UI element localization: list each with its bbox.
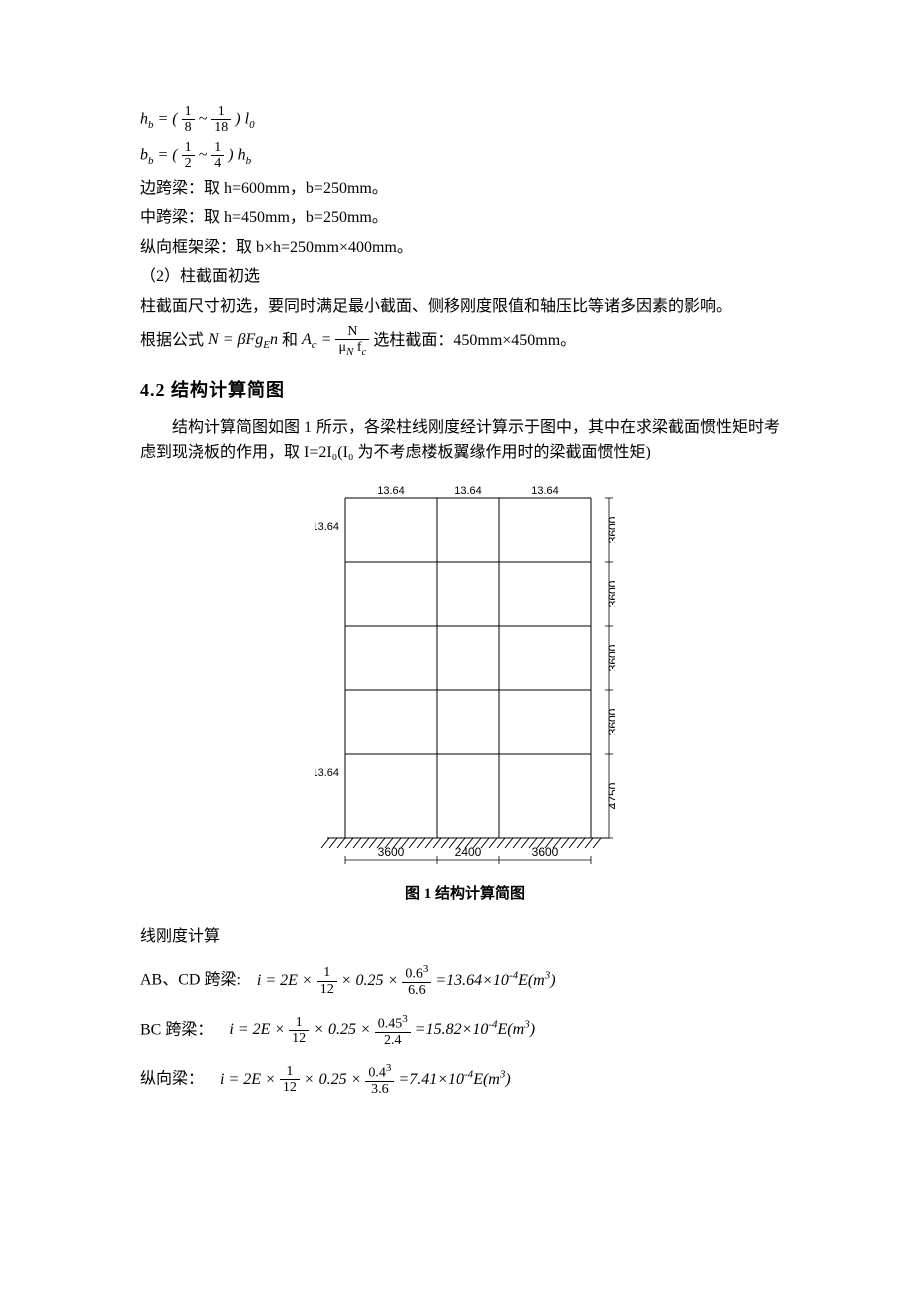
svg-text:3600: 3600	[606, 644, 615, 671]
svg-text:3600: 3600	[606, 580, 615, 607]
figure-caption: 图 1 结构计算简图	[140, 882, 790, 906]
structure-diagram: 13.64 13.64 13.64 13.64 13.64 3600 3600 3600 360…	[140, 478, 790, 868]
equation-bb: bb = ( 12 ~ 14 ) hb	[140, 140, 790, 172]
sub: 0	[249, 119, 255, 131]
svg-text:13.64: 13.64	[315, 521, 339, 533]
text-line-1: 边跨梁：取 h=600mm，b=250mm。	[140, 176, 790, 202]
text-line-3: 纵向框架梁：取 b×h=250mm×400mm。	[140, 235, 790, 261]
var: h	[140, 111, 148, 128]
svg-text:3600: 3600	[532, 845, 559, 859]
text-line-4: （2）柱截面初选	[140, 264, 790, 290]
var: h	[238, 146, 246, 163]
fraction: 12	[182, 140, 195, 172]
svg-text:3600: 3600	[606, 708, 615, 735]
svg-text:3600: 3600	[606, 516, 615, 543]
fraction: 14	[211, 140, 224, 172]
fraction: 0.433.6	[365, 1062, 394, 1097]
fraction: 112	[289, 1015, 309, 1047]
svg-text:2400: 2400	[455, 845, 482, 859]
var: b	[140, 146, 148, 163]
calc-line: 纵向梁： i = 2E × 112 × 0.25 × 0.433.6 =7.41…	[140, 1062, 790, 1097]
sub: b	[148, 155, 154, 167]
text-line-2: 中跨梁：取 h=450mm，b=250mm。	[140, 205, 790, 231]
sub: b	[148, 119, 154, 131]
calc-line: AB、CD 跨梁: i = 2E × 112 × 0.25 × 0.636.6 …	[140, 963, 790, 998]
calc-label: BC 跨梁：	[140, 1021, 213, 1038]
text-line-6: 根据公式 N = βFgEn 和 Ac = N μN fc 选柱截面：450mm…	[140, 324, 790, 358]
svg-text:3600: 3600	[378, 845, 405, 859]
diagram-svg: 13.64 13.64 13.64 13.64 13.64 3600 3600 3600 360…	[315, 478, 615, 868]
svg-text:13.64: 13.64	[454, 485, 482, 497]
section-heading: 4.2 结构计算简图	[140, 376, 790, 405]
calc-label: AB、CD 跨梁:	[140, 972, 241, 989]
calc-title: 线刚度计算	[140, 924, 790, 950]
sub: b	[246, 155, 252, 167]
fraction: 0.636.6	[402, 963, 431, 998]
fraction: 18	[182, 104, 195, 136]
svg-text:13.64: 13.64	[531, 485, 559, 497]
calc-label: 纵向梁：	[140, 1071, 204, 1088]
paragraph: 结构计算简图如图 1 所示，各梁柱线刚度经计算示于图中，其中在求梁截面惯性矩时考…	[140, 415, 790, 466]
equation-hb: hb = ( 18 ~ 118 ) l0	[140, 104, 790, 136]
fraction: 112	[317, 965, 337, 997]
fraction: 118	[211, 104, 231, 136]
fraction: 112	[280, 1064, 300, 1096]
fraction: 0.4532.4	[375, 1013, 411, 1048]
svg-text:4750: 4750	[606, 782, 615, 809]
text-line-5: 柱截面尺寸初选，要同时满足最小截面、侧移刚度限值和轴压比等诸多因素的影响。	[140, 294, 790, 320]
svg-text:13.64: 13.64	[377, 485, 405, 497]
svg-text:13.64: 13.64	[315, 767, 339, 779]
fraction: N μN fc	[335, 324, 369, 358]
calc-line: BC 跨梁： i = 2E × 112 × 0.25 × 0.4532.4 =1…	[140, 1013, 790, 1048]
